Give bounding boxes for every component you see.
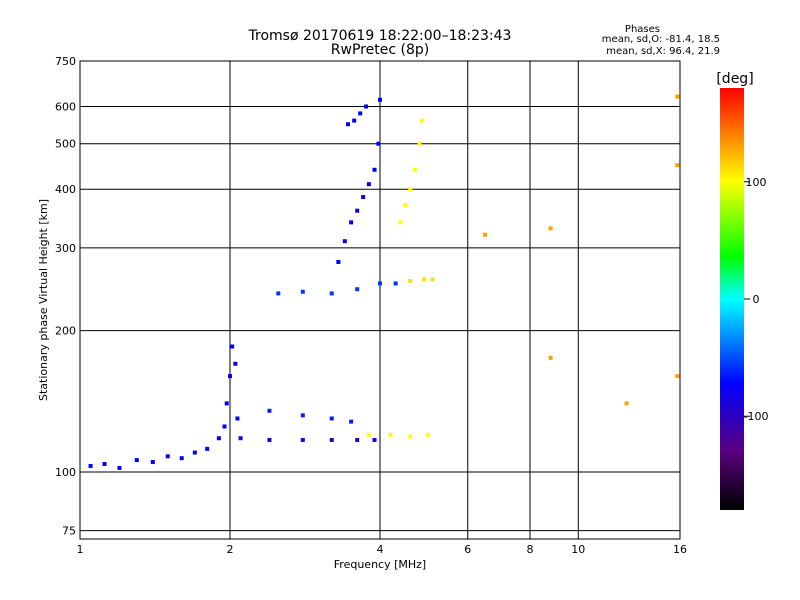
x-tick-label: 6 [464,543,471,556]
data-point [548,226,553,231]
y-tick-label: 200 [55,325,76,338]
x-tick-label: 16 [673,543,687,556]
x-tick-label: 8 [527,543,534,556]
data-point [88,463,93,468]
data-point [150,460,155,465]
data-point [376,141,381,146]
chart-title: Tromsø 20170619 18:22:00–18:23:43 [248,28,512,44]
data-point [421,277,426,282]
data-point [408,279,413,284]
data-point [233,361,238,366]
data-point [349,419,354,424]
data-point [366,182,371,187]
colorbar-tick-label: 100 [746,176,767,189]
data-point [238,436,243,441]
data-point [222,424,227,429]
y-axis-label: Stationary phase Virtual Height [km] [37,199,50,401]
data-point [417,141,422,146]
data-point [372,437,377,442]
x-tick-label: 1 [77,543,84,556]
x-tick-label: 4 [377,543,384,556]
data-point [342,239,347,244]
y-tick-label: 400 [55,183,76,196]
data-points [88,94,680,470]
y-tick-label: 300 [55,242,76,255]
axis-ticks: 1 2 4 6 8 10 16 75 100 200 300 400 500 600 750 [55,55,687,556]
data-point [349,220,354,225]
data-point [675,163,680,168]
data-point [329,416,334,421]
stats-x: mean, sd,X: 96.4, 21.9 [606,46,720,57]
data-point [358,111,363,116]
colorbar-tick-label: 0 [753,293,760,306]
data-point [352,118,357,123]
data-point [426,432,431,437]
y-tick-label: 500 [55,138,76,151]
y-tick-label: 750 [55,55,76,68]
chart-subtitle: RwPretec (8p) [331,42,429,58]
data-point [336,259,341,264]
data-point [102,461,107,466]
data-point [216,436,221,441]
data-point [398,220,403,225]
data-point [205,446,210,451]
y-tick-label: 600 [55,101,76,114]
data-point [378,97,382,102]
data-point [224,401,229,406]
data-point [355,287,360,292]
data-point [230,344,235,349]
data-point [267,408,272,413]
data-point [267,437,272,442]
colorbar-label: [deg] [716,71,753,87]
data-point [372,167,377,172]
data-point [134,458,139,463]
colorbar-tick-label: -100 [744,410,769,423]
data-point [412,167,417,172]
data-point [300,413,305,418]
data-point [430,277,435,282]
stats-title: Phases [625,24,660,35]
data-point [329,291,334,296]
data-point [364,104,369,109]
data-point [675,374,680,379]
data-point [388,432,393,437]
stats-o: mean, sd,O: -81.4, 18.5 [602,34,720,45]
data-point [300,437,305,442]
data-point [419,118,424,123]
data-point [366,432,371,437]
data-point [345,122,350,127]
data-point [228,374,232,379]
x-axis-label: Frequency [MHz] [334,558,426,571]
data-point [361,195,366,200]
x-tick-label: 2 [227,543,234,556]
data-point [117,465,122,470]
data-point [408,187,413,192]
data-point [393,281,398,286]
data-point [408,434,413,439]
data-point [483,232,488,237]
data-point [192,450,197,455]
grid [80,61,680,539]
colorbar [720,88,744,510]
data-point [179,456,184,461]
data-point [355,208,360,213]
x-tick-label: 10 [571,543,585,556]
data-point [403,203,408,208]
data-point [165,454,170,459]
data-point [675,94,680,99]
data-point [624,401,629,406]
y-tick-label: 100 [55,466,76,479]
plot-frame [79,60,681,540]
colorbar-ticks: 100 0 -100 [744,176,769,423]
data-point [378,281,382,286]
data-point [355,437,360,442]
data-point [548,355,553,360]
data-point [235,416,240,421]
y-tick-label: 75 [62,525,76,538]
data-point [300,289,305,294]
data-point [329,437,334,442]
data-point [276,291,281,296]
